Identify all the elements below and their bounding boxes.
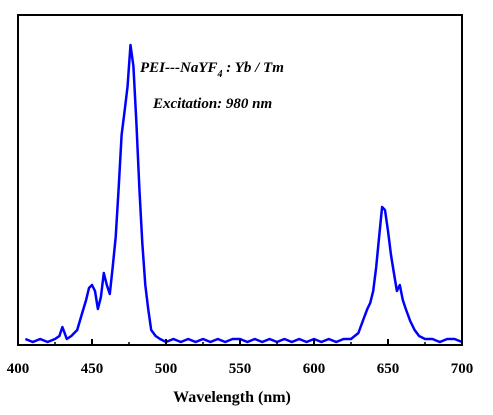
x-axis-tick-labels: 400 450 500 550 600 650 700 [7,361,474,377]
x-tick-label: 600 [303,361,326,377]
excitation-annotation: Excitation: 980 nm [152,96,272,112]
spectrum-line [24,43,463,344]
sample-annotation-prefix: PEI---NaYF [140,60,218,76]
sample-annotation: PEI---NaYF4 : Yb / Tm [140,60,284,80]
sample-annotation-suffix: : Yb / Tm [223,60,284,76]
x-tick-label: 400 [7,361,30,377]
x-tick-label: 500 [155,361,178,377]
x-tick-label: 650 [377,361,400,377]
plot-area [24,43,463,344]
x-tick-label: 450 [81,361,104,377]
plot-frame [17,14,463,346]
sample-annotation-subscript: 4 [217,69,223,80]
x-tick-label: 700 [451,361,474,377]
x-tick-label: 550 [229,361,252,377]
x-axis-title: Wavelength (nm) [173,389,291,406]
